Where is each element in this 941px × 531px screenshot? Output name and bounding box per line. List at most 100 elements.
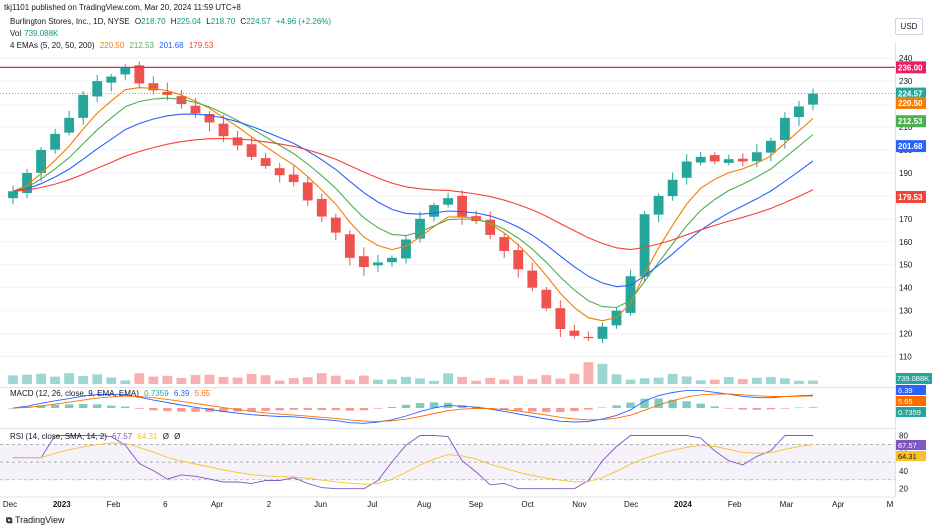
- macd-histogram-bar: [808, 407, 818, 408]
- candle-body: [260, 158, 271, 167]
- macd-histogram-bar: [93, 404, 102, 408]
- candle-body: [190, 105, 201, 114]
- time-tick-label: Apr: [832, 500, 845, 509]
- macd-histogram-bar: [78, 404, 88, 408]
- macd-histogram-bar: [373, 408, 383, 409]
- tradingview-logo[interactable]: ⧉ TradingView: [6, 515, 64, 526]
- macd-tag-label: 0.7359: [898, 408, 921, 417]
- volume-bar: [625, 379, 636, 384]
- volume-bar: [401, 376, 411, 384]
- candle-body: [148, 83, 159, 91]
- volume-bar: [373, 379, 383, 384]
- price-tick-label: 240: [899, 54, 913, 63]
- rsi-tag: [896, 451, 926, 461]
- candle-body: [50, 133, 61, 150]
- pane-divider: [0, 387, 895, 388]
- macd-histogram-bar: [219, 408, 228, 412]
- time-tick-label: Dec: [624, 500, 638, 509]
- ohlc-high: H225.04: [170, 17, 202, 26]
- time-tick-label: Mar: [780, 500, 794, 509]
- candle-body: [330, 217, 341, 233]
- macd-histogram-bar: [738, 408, 748, 410]
- candle-body: [485, 219, 496, 235]
- volume-bar: [50, 376, 61, 384]
- time-tick-label: 6: [163, 500, 168, 509]
- candle-body: [358, 256, 369, 268]
- volume-bar: [232, 377, 243, 384]
- price-tick-label: 150: [899, 261, 913, 270]
- volume-bar: [808, 380, 818, 384]
- time-tick-label: Dec: [3, 500, 17, 509]
- macd-histogram-bar: [289, 408, 298, 410]
- macd-histogram-bar: [121, 406, 130, 408]
- macd-histogram-bar: [149, 408, 158, 411]
- candle-body: [667, 179, 678, 197]
- volume-bar: [190, 374, 201, 384]
- candle-body: [751, 152, 762, 162]
- candle-body: [794, 106, 804, 118]
- ema20-value: 212.53: [129, 41, 154, 50]
- candle-body: [415, 218, 425, 239]
- price-tag: [896, 140, 926, 153]
- price-tick-label: 170: [899, 215, 913, 224]
- macd-histogram-bar: [191, 408, 200, 412]
- volume-tag-label: 739.088K: [897, 374, 929, 383]
- candle-body: [106, 76, 117, 83]
- currency-button[interactable]: USD: [895, 18, 923, 35]
- macd-histogram-bar: [682, 401, 691, 408]
- price-tag: [896, 190, 926, 203]
- volume-bar: [8, 375, 18, 384]
- macd-histogram-bar: [359, 408, 369, 411]
- macd-histogram-bar: [752, 408, 762, 410]
- price-tag: [896, 61, 926, 74]
- candle-body: [218, 123, 229, 137]
- macd-histogram-bar: [556, 408, 565, 413]
- macd-histogram-bar: [50, 404, 60, 408]
- macd-histogram-bar: [401, 404, 411, 408]
- volume-bar: [344, 379, 355, 384]
- price-tick-label: 190: [899, 169, 913, 178]
- macd-histogram-bar: [794, 407, 804, 409]
- ohlc-open: O218.70: [134, 17, 166, 26]
- price-tag-label: 224.57: [898, 90, 923, 99]
- macd-histogram-bar: [612, 405, 621, 408]
- macd-histogram-bar: [64, 404, 74, 408]
- ema5-line: [12, 87, 814, 322]
- volume-bar: [64, 373, 75, 384]
- volume-bar: [260, 375, 271, 384]
- legend-ohlc: Burlington Stores, Inc., 1D, NYSE O218.7…: [10, 17, 334, 26]
- volume-bar: [723, 377, 734, 384]
- candle-body: [780, 117, 790, 141]
- ohlc-change: +4.96 (+2.26%): [275, 17, 332, 26]
- candle-body: [569, 330, 580, 336]
- volume-bar: [457, 376, 468, 384]
- macd-histogram-bar: [542, 408, 551, 412]
- price-axis-border: [895, 42, 896, 497]
- candle-body: [302, 182, 313, 201]
- candle-body: [92, 81, 103, 97]
- volume-bar: [415, 378, 425, 384]
- time-tick-label: Nov: [572, 500, 586, 509]
- volume-bar: [583, 362, 594, 384]
- volume-bar: [92, 374, 103, 384]
- price-tick-label: 160: [899, 238, 913, 247]
- time-tick-label: M: [887, 500, 894, 509]
- candle-body: [246, 144, 257, 157]
- volume-bar: [443, 373, 453, 384]
- macd-line: [12, 389, 814, 424]
- legend-emas: 4 EMAs (5, 20, 50, 200) 220.50 212.53 20…: [10, 41, 216, 50]
- ohlc-low: L218.70: [206, 17, 236, 26]
- candle-body: [401, 239, 411, 259]
- publisher-line: tkj1101 published on TradingView.com, Ma…: [4, 3, 241, 12]
- ema50-value: 201.68: [159, 41, 184, 50]
- rsi-legend: RSI (14, close, SMA, 14, 2) 67.57 64.31 …: [10, 432, 183, 441]
- macd-signal-value: 5.65: [194, 389, 211, 398]
- rsi-tick-label: 20: [899, 485, 908, 494]
- candle-body: [22, 172, 32, 194]
- time-tick-label: Apr: [211, 500, 224, 509]
- rsi-tag: [896, 440, 926, 450]
- macd-histogram-bar: [261, 408, 270, 411]
- time-tick-label: 2023: [53, 500, 71, 509]
- macd-histogram-bar: [429, 402, 439, 408]
